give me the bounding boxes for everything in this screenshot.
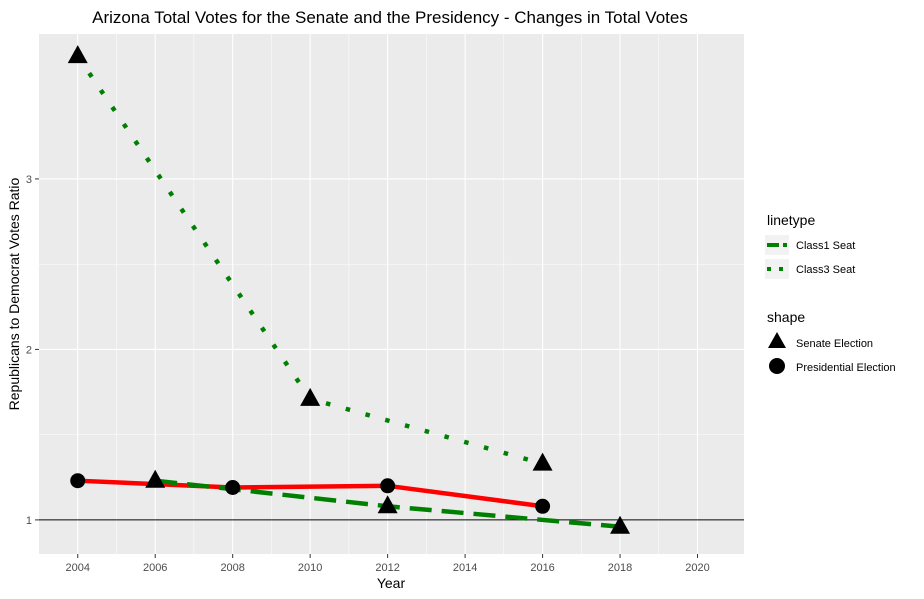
x-tick-label: 2020 — [685, 562, 709, 574]
x-tick-label: 2016 — [530, 562, 554, 574]
senate-point — [67, 45, 88, 64]
presidential-point — [380, 478, 396, 494]
legend-key-class3-bg — [765, 259, 789, 279]
gridlines — [39, 34, 744, 554]
legend: linetype Class1 Seat Class3 Seat shape S… — [765, 212, 896, 374]
presidential-point — [225, 480, 241, 496]
axes: 2004 2006 2008 2010 2012 2014 2016 2018 2020 1 2 3 — [26, 174, 710, 574]
y-tick-label: 3 — [26, 174, 32, 186]
x-tick-label: 2010 — [298, 562, 322, 574]
y-tick-label: 1 — [26, 515, 32, 527]
legend-triangle-icon — [768, 332, 786, 348]
legend-label-class1: Class1 Seat — [796, 240, 855, 252]
legend-shape-title: shape — [767, 309, 805, 325]
x-tick-label: 2008 — [220, 562, 244, 574]
plot-panel — [39, 34, 744, 554]
x-tick-label: 2006 — [143, 562, 167, 574]
senate-point — [610, 515, 631, 534]
legend-linetype-title: linetype — [767, 212, 815, 228]
x-axis-label: Year — [377, 575, 406, 591]
y-axis-label: Republicans to Democrat Votes Ratio — [6, 177, 22, 410]
legend-label-presidential: Presidential Election — [796, 362, 896, 374]
senate-point — [377, 495, 398, 514]
senate-point — [145, 469, 166, 488]
x-tick-label: 2012 — [375, 562, 399, 574]
x-tick-label: 2014 — [453, 562, 477, 574]
x-tick-label: 2018 — [608, 562, 632, 574]
presidential-point — [535, 498, 551, 514]
y-tick-label: 2 — [26, 344, 32, 356]
presidential-point — [70, 473, 86, 489]
legend-circle-icon — [769, 358, 785, 374]
legend-label-senate: Senate Election — [796, 338, 873, 350]
point-markers — [67, 45, 631, 534]
chart-title: Arizona Total Votes for the Senate and t… — [92, 8, 688, 27]
legend-label-class3: Class3 Seat — [796, 264, 855, 276]
senate-point — [300, 387, 321, 406]
senate-point — [532, 452, 553, 471]
x-tick-label: 2004 — [65, 562, 89, 574]
